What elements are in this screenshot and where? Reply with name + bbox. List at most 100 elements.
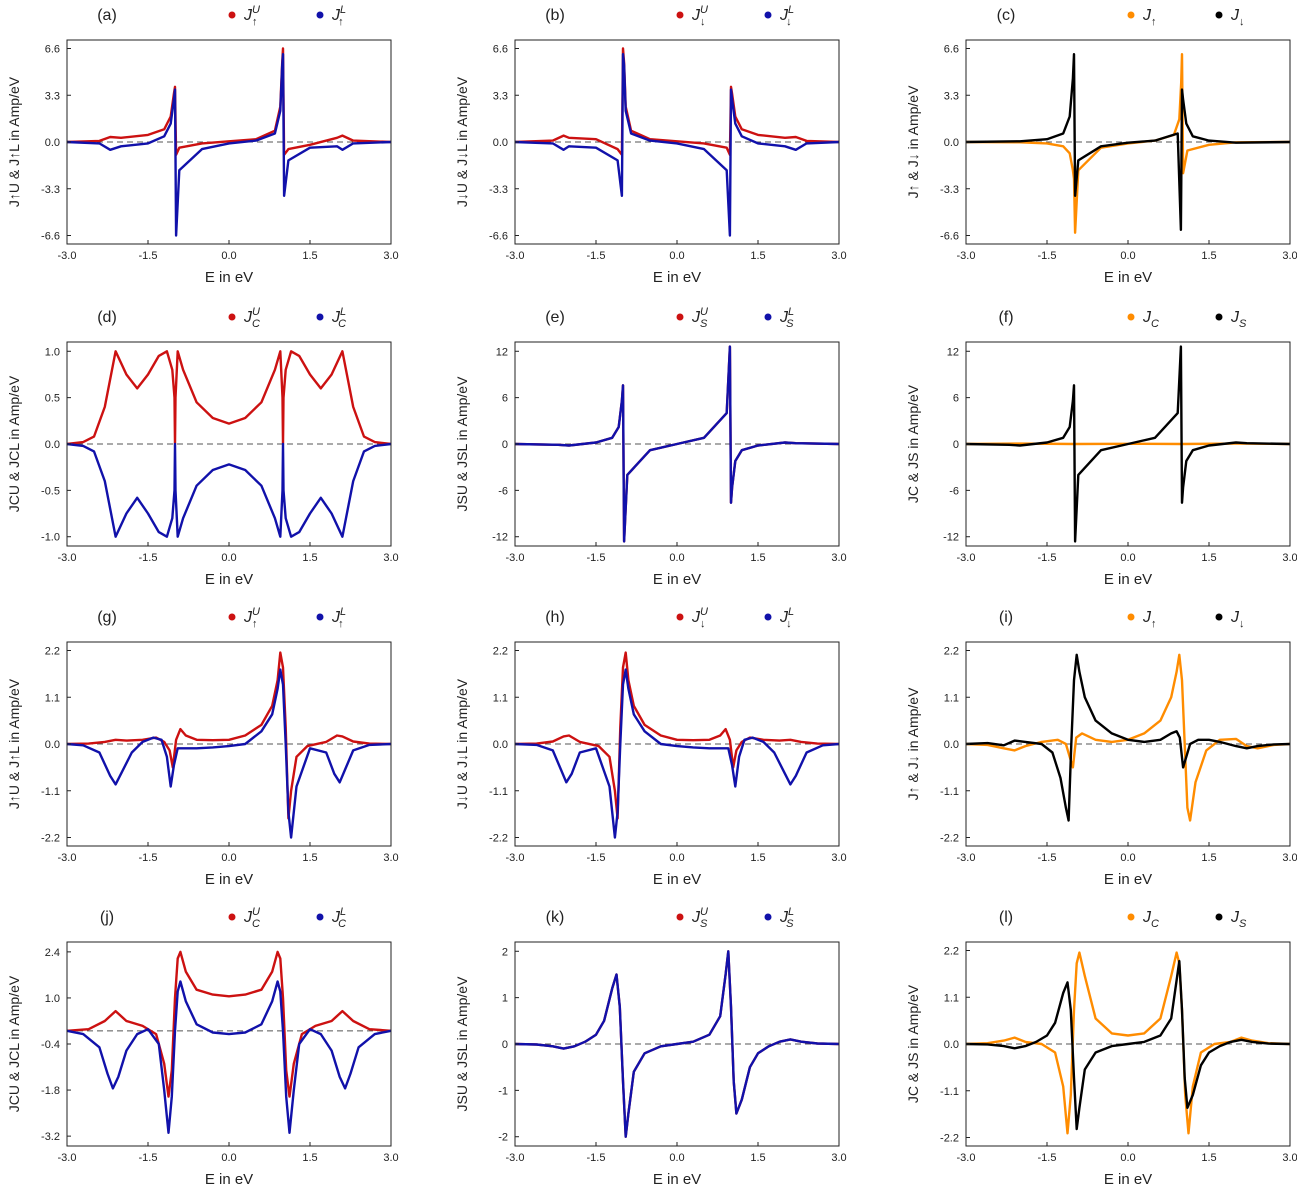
x-tick-label: 3.0 — [383, 852, 398, 864]
x-axis-label: E in eV — [205, 871, 253, 888]
series-line-JCL — [66, 980, 392, 1135]
x-tick-label: -1.5 — [139, 552, 158, 564]
x-tick-label: 0.0 — [669, 852, 684, 864]
legend-label: JL ↓ — [779, 4, 794, 28]
y-tick-label: -6 — [949, 485, 959, 497]
panel-label: (d) — [97, 309, 117, 326]
legend-label: JU S — [691, 306, 708, 330]
x-tick-label: -3.0 — [506, 1152, 525, 1164]
legend-marker — [228, 913, 236, 921]
x-tick-label: 0.0 — [221, 852, 236, 864]
panel-label: (g) — [97, 609, 117, 626]
series-line-J↓L — [514, 53, 840, 237]
y-tick-label: 0.0 — [493, 739, 508, 751]
series-line-J↓U — [514, 651, 840, 820]
legend-label: JS — [1230, 309, 1247, 330]
legend-marker — [764, 11, 772, 19]
legend-marker — [676, 613, 684, 621]
series-line-J↓U — [514, 47, 840, 157]
x-tick-label: -1.5 — [587, 552, 606, 564]
panel-d: (d) JU C JL C -3.0 -1.5 0.0 1.5 3.0 1.0 0.5 0.0 -0.5 -… — [6, 306, 399, 588]
panel-j: (j) JU C JL C -3.0 -1.5 0.0 1.5 3.0 2.4 1.0 -0.4 -1.8… — [6, 906, 399, 1188]
series-line-JSL — [514, 950, 840, 1138]
panel-f: (f) JC JS -3.0 -1.5 0.0 1.5 3.0 12 6 0 -6 -12 E in eV… — [905, 309, 1297, 588]
y-tick-label: 1.1 — [944, 692, 959, 704]
x-tick-label: -1.5 — [1038, 852, 1057, 864]
x-tick-label: -3.0 — [957, 1152, 976, 1164]
y-axis-label: J↑ & J↓ in Amp/eV — [905, 687, 921, 800]
x-axis-label: E in eV — [205, 1171, 253, 1188]
x-tick-label: 0.0 — [669, 552, 684, 564]
legend-marker — [316, 613, 324, 621]
legend-marker — [1127, 11, 1135, 19]
legend-label: JC — [1142, 909, 1159, 930]
legend-marker — [676, 313, 684, 321]
y-tick-label: -2.2 — [41, 833, 60, 845]
panel-label: (c) — [997, 7, 1016, 24]
y-tick-label: 0.0 — [944, 739, 959, 751]
series-line-JSL — [514, 345, 840, 543]
y-tick-label: -6.6 — [41, 231, 60, 243]
x-tick-label: 1.5 — [750, 250, 765, 262]
x-tick-label: -1.5 — [587, 852, 606, 864]
legend-label: JU C — [243, 906, 260, 930]
panel-label: (b) — [545, 7, 565, 24]
panel-label: (h) — [545, 609, 565, 626]
legend-label: JU ↑ — [243, 606, 260, 630]
x-axis-label: E in eV — [1104, 571, 1152, 588]
y-tick-label: 2.2 — [45, 646, 60, 658]
panel-g: (g) JU ↑ JL ↑ -3.0 -1.5 0.0 1.5 3.0 2.2 1.1 0.0 -1.1 -… — [6, 606, 399, 888]
legend-label: J↑ — [1142, 609, 1157, 630]
legend-label: J↓ — [1230, 7, 1245, 28]
legend-label: JC — [1142, 309, 1159, 330]
y-tick-label: -6 — [498, 485, 508, 497]
x-tick-label: 3.0 — [383, 1152, 398, 1164]
y-tick-label: 6 — [953, 393, 959, 405]
y-axis-label: JC & JS in Amp/eV — [905, 384, 921, 503]
x-tick-label: -3.0 — [506, 852, 525, 864]
series-line-J↑U — [66, 651, 392, 820]
series-line-JC — [965, 951, 1291, 1135]
panel-b: (b) JU ↓ JL ↓ -3.0 -1.5 0.0 1.5 3.0 6.6 3.3 0.0 -3.3 -… — [454, 4, 847, 286]
legend-marker — [1215, 313, 1223, 321]
y-tick-label: 3.3 — [493, 90, 508, 102]
y-tick-label: 0 — [502, 439, 508, 451]
panel-h: (h) JU ↓ JL ↓ -3.0 -1.5 0.0 1.5 3.0 2.2 1.1 0.0 -1.1 -… — [454, 606, 847, 888]
x-tick-label: -3.0 — [58, 1152, 77, 1164]
legend-marker — [316, 11, 324, 19]
x-tick-label: 0.0 — [1120, 1152, 1135, 1164]
x-tick-label: 0.0 — [669, 1152, 684, 1164]
series-line-J↓L — [514, 668, 840, 839]
y-tick-label: 1.1 — [493, 692, 508, 704]
legend-label: JS — [1230, 909, 1247, 930]
y-tick-label: 2.2 — [493, 646, 508, 658]
panel-label: (i) — [999, 609, 1013, 626]
x-tick-label: 0.0 — [221, 250, 236, 262]
y-tick-label: 1.0 — [45, 346, 60, 358]
y-tick-label: -2 — [498, 1132, 508, 1144]
y-tick-label: 0.0 — [45, 439, 60, 451]
x-tick-label: 0.0 — [1120, 852, 1135, 864]
series-line-J↓ — [965, 653, 1291, 822]
legend-label: JL ↑ — [331, 4, 346, 28]
x-tick-label: 1.5 — [1201, 552, 1216, 564]
y-tick-label: 1.0 — [45, 993, 60, 1005]
legend-marker — [316, 913, 324, 921]
y-tick-label: -2.2 — [940, 1133, 959, 1145]
legend-marker — [1127, 613, 1135, 621]
panel-i: (i) J↑ J↓ -3.0 -1.5 0.0 1.5 3.0 2.2 1.1 0.0 -1.1 -2.… — [905, 609, 1297, 888]
y-tick-label: 2.2 — [944, 646, 959, 658]
y-tick-label: -3.3 — [489, 184, 508, 196]
legend-marker — [316, 313, 324, 321]
legend-label: J↑ — [1142, 7, 1157, 28]
x-tick-label: 3.0 — [383, 552, 398, 564]
x-axis-label: E in eV — [205, 269, 253, 286]
y-tick-label: -3.3 — [940, 184, 959, 196]
x-tick-label: 0.0 — [669, 250, 684, 262]
legend-label: JL ↑ — [331, 606, 346, 630]
x-tick-label: -3.0 — [506, 552, 525, 564]
x-tick-label: -1.5 — [139, 1152, 158, 1164]
legend-label: JU ↑ — [243, 4, 260, 28]
y-tick-label: 6 — [502, 393, 508, 405]
series-line-JCU — [66, 950, 392, 1098]
